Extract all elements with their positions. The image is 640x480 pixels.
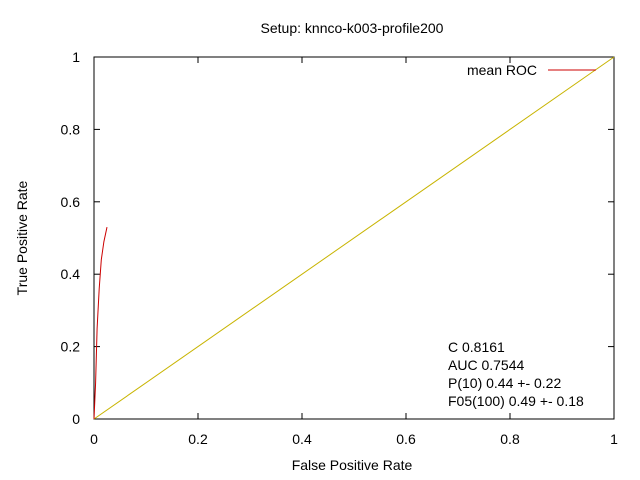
x-tick-label: 0.6 — [396, 431, 416, 447]
y-tick-label: 0.8 — [61, 121, 81, 137]
x-tick-label: 0.4 — [292, 431, 312, 447]
series-layer — [93, 56, 615, 420]
y-tick-label: 0.4 — [61, 266, 81, 282]
annotation-c: C 0.8161 — [448, 339, 505, 355]
chart-title: Setup: knnco-k003-profile200 — [261, 20, 444, 36]
legend: mean ROC — [467, 62, 596, 78]
series-line-diagonal — [93, 56, 615, 420]
x-axis-label: False Positive Rate — [292, 457, 413, 473]
y-tick-label: 0.2 — [61, 339, 81, 355]
stats-annotations: C 0.8161 AUC 0.7544 P(10) 0.44 +- 0.22 F… — [448, 339, 584, 409]
x-tick-label: 0.2 — [188, 431, 208, 447]
y-axis-label: True Positive Rate — [14, 180, 30, 295]
series-line-mean-roc — [93, 226, 108, 420]
y-tick-label: 0.6 — [61, 194, 81, 210]
ticks-layer: 0 0.2 0.4 0.6 0.8 1 0 0.2 0.4 0.6 0.8 1 — [61, 49, 619, 447]
plot-frame — [93, 56, 615, 420]
annotation-p10: P(10) 0.44 +- 0.22 — [448, 375, 561, 391]
y-tick-label: 0 — [72, 411, 80, 427]
y-tick-label: 1 — [72, 49, 80, 65]
x-tick-label: 0 — [90, 431, 98, 447]
x-tick-label: 0.8 — [500, 431, 520, 447]
annotation-auc: AUC 0.7544 — [448, 357, 524, 373]
legend-label-mean-roc: mean ROC — [467, 62, 537, 78]
x-tick-label: 1 — [610, 431, 618, 447]
annotation-f05: F05(100) 0.49 +- 0.18 — [448, 393, 584, 409]
